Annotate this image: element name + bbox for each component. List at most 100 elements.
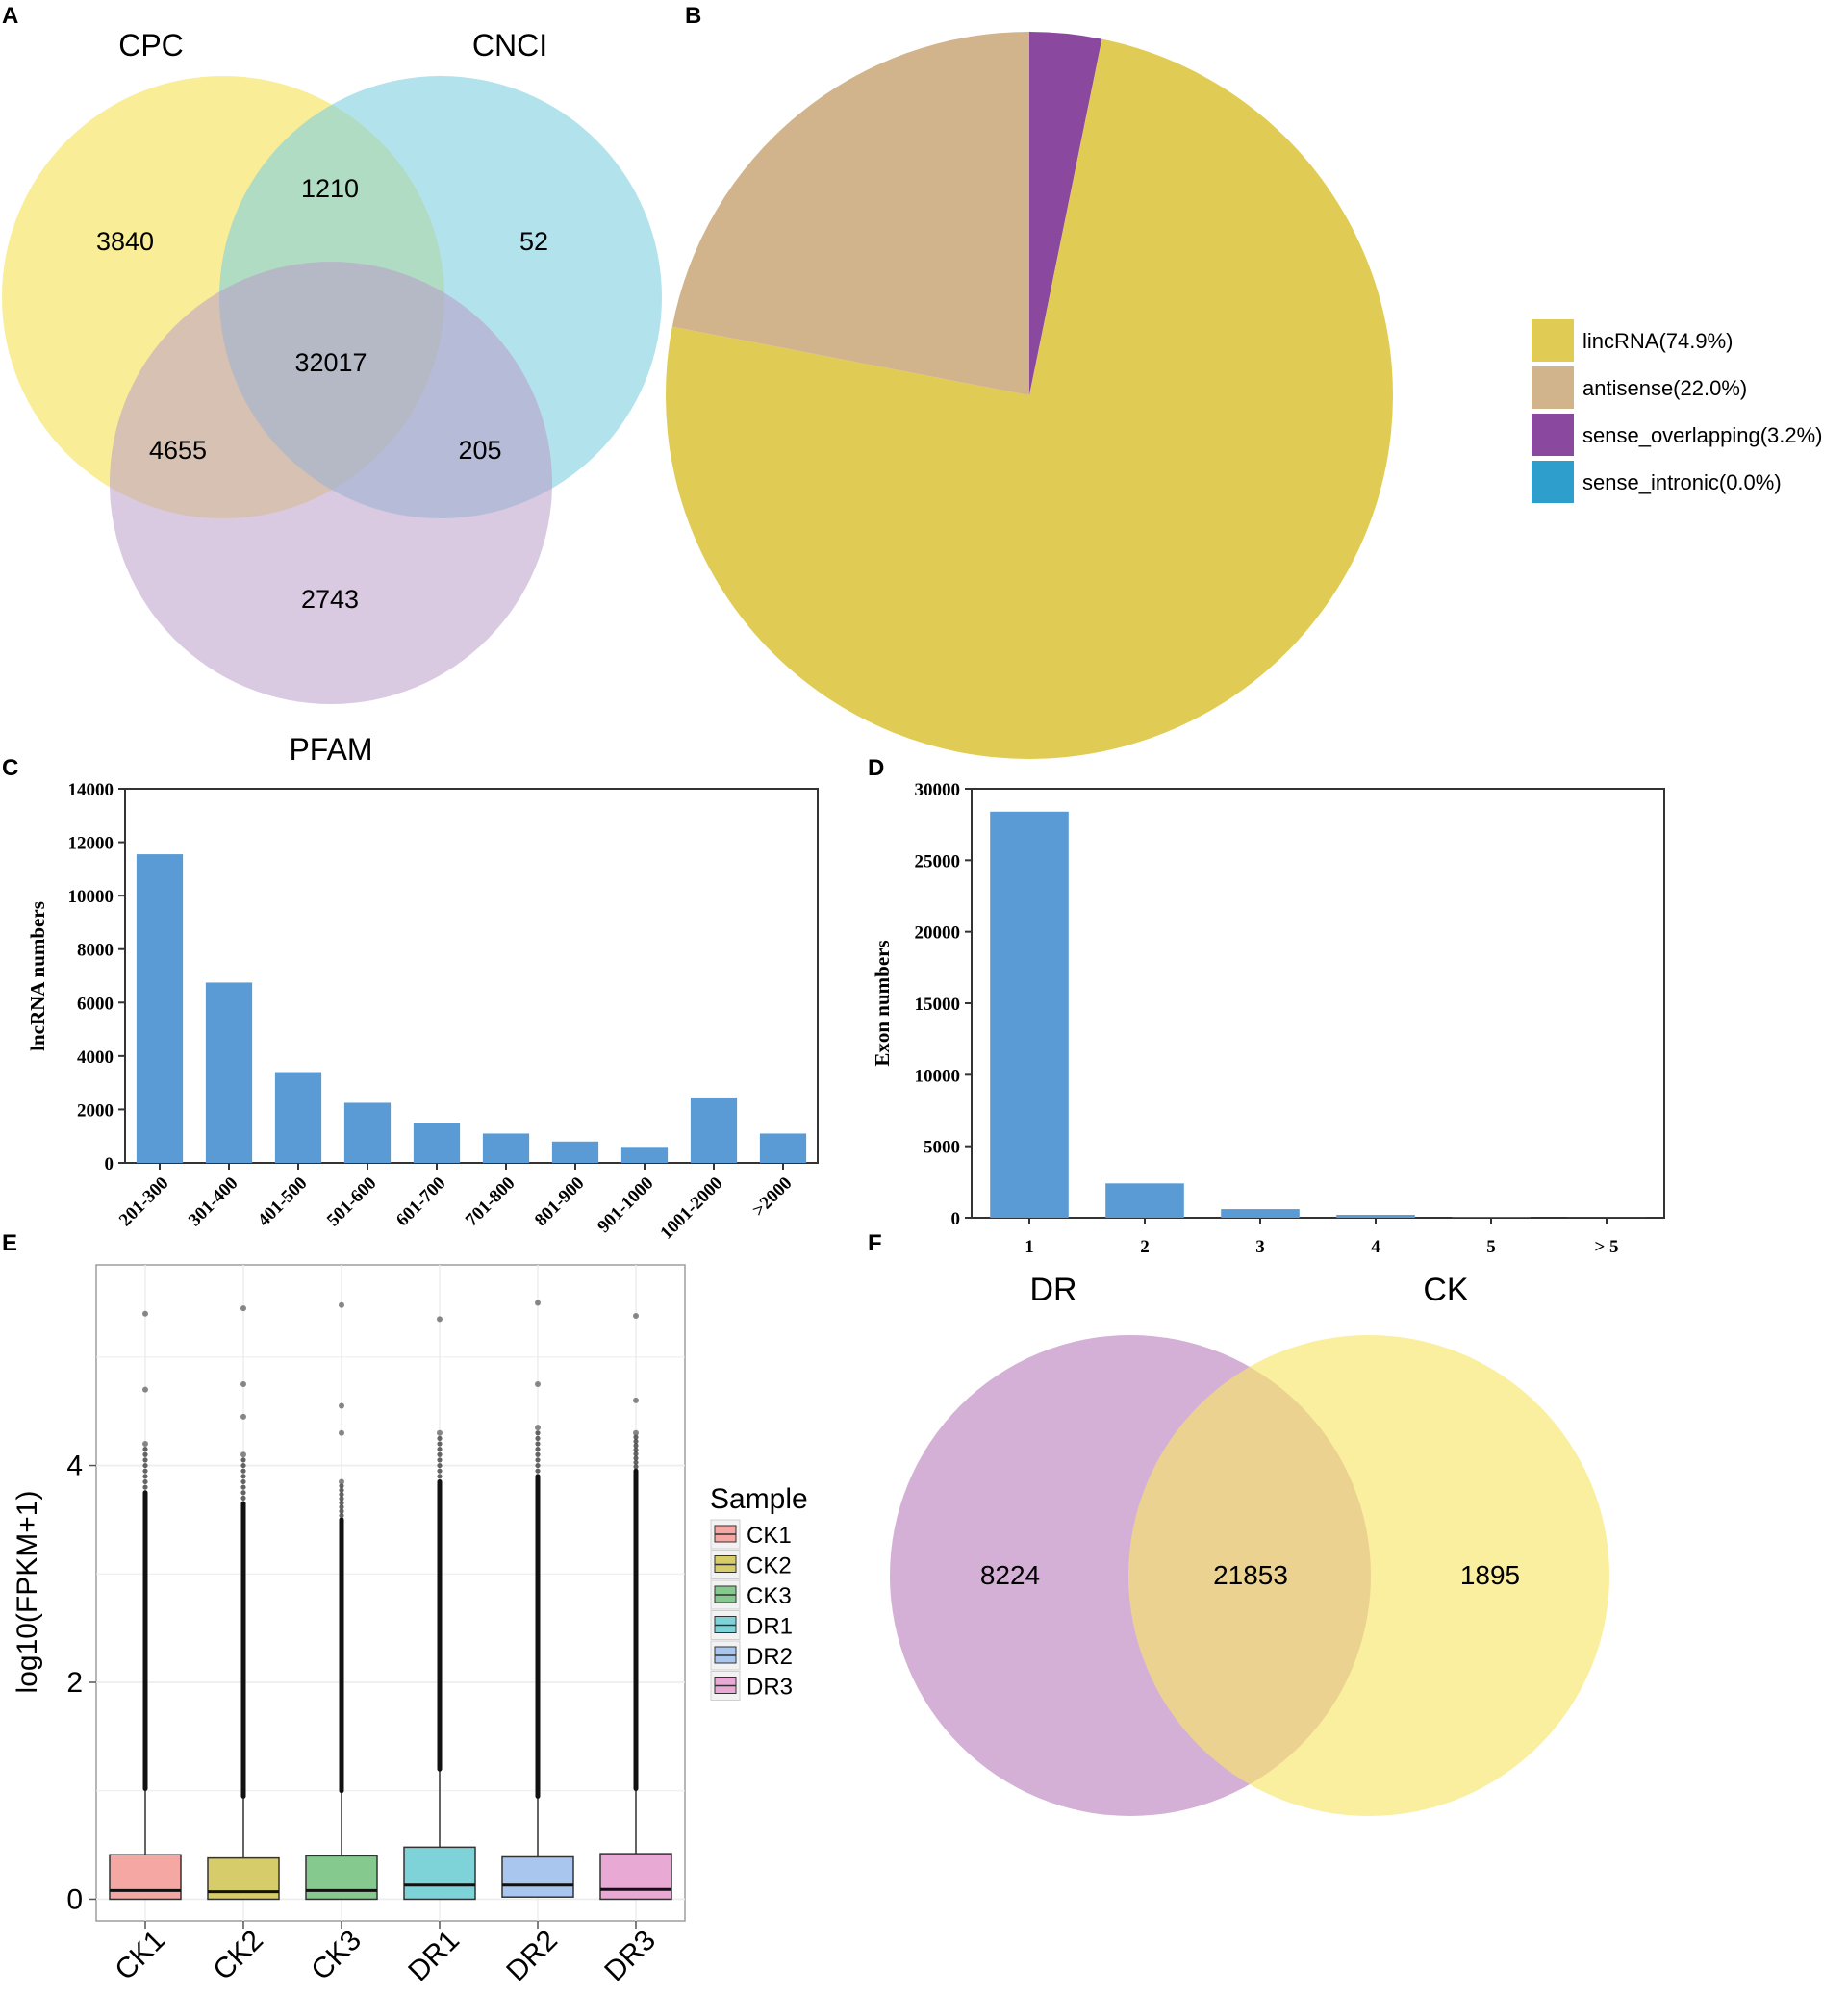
bar-c-bar-1 — [136, 854, 184, 1163]
box-e-outlier-dr2-7 — [535, 1430, 541, 1436]
yticks-d: 0 5000 10000 15000 20000 25000 30000 — [915, 780, 972, 1229]
pie-legend-label-sense-intronic: sense_intronic(0.0%) — [1582, 470, 1782, 494]
box-e-outlier-ck3-7 — [339, 1483, 344, 1489]
box-e-xtick-label-ck1: CK1 — [109, 1925, 171, 1987]
bar-d-bar-1 — [990, 811, 1069, 1218]
box-e-outlier-extreme-dr2-0 — [535, 1425, 541, 1431]
bar-d-ytick-label-0: 0 — [951, 1209, 961, 1229]
box-e-y-axis-label: log10(FPKM+1) — [12, 1491, 43, 1694]
box-e-xtick-label-ck2: CK2 — [207, 1925, 269, 1987]
bar-c-bar-3 — [274, 1072, 322, 1163]
panel-label-c: C — [2, 755, 18, 781]
box-e-outlier-ck2-4 — [240, 1474, 246, 1479]
box-e-outlier-extreme-ck1-2 — [142, 1310, 148, 1317]
venn-a-value-pfam-only: 2743 — [301, 585, 359, 614]
box-e-outlier-ck3-6 — [339, 1487, 344, 1493]
box-e-outlier-ck3-5 — [339, 1492, 344, 1498]
panel-label-a: A — [2, 3, 18, 29]
box-e-outlier-ck2-7 — [240, 1457, 246, 1463]
box-e-outlier-dr2-5 — [535, 1441, 541, 1447]
bars-d — [990, 811, 1646, 1218]
pie-slice-lincRNA — [665, 38, 1393, 759]
box-e-outlier-ck2-1 — [240, 1490, 246, 1496]
bar-c-ytick-label-2: 4000 — [77, 1047, 114, 1068]
bar-c-bar-9 — [690, 1097, 738, 1163]
bar-c-xtick-label-5: 601-700 — [392, 1174, 450, 1231]
venn-f-circle-ck — [1128, 1335, 1609, 1816]
box-e-outlier-extreme-ck2-1 — [240, 1413, 246, 1420]
venn-a-label-cpc: CPC — [118, 28, 184, 63]
bar-c-ytick-label-4: 8000 — [77, 941, 114, 961]
bar-d-ytick-label-4: 20000 — [915, 923, 961, 944]
bar-d-y-axis-label: Exon numbers — [871, 940, 894, 1066]
box-e-outlier-dr2-3 — [535, 1451, 541, 1457]
box-e-outlier-dr1-3 — [437, 1457, 443, 1463]
venn-f-value-dr-only: 8224 — [980, 1560, 1040, 1590]
venn-a-label-pfam: PFAM — [289, 732, 372, 767]
pie-slices — [665, 31, 1393, 759]
box-e-outlier-extreme-ck3-3 — [339, 1301, 344, 1308]
box-e-box-dr3 — [599, 1853, 672, 1901]
box-e-legend-label-ck2: CK2 — [747, 1553, 792, 1579]
venn-a-value-cpc-only: 3840 — [96, 227, 154, 256]
xticks-d: 1 2 3 4 5 > 5 — [1025, 1218, 1619, 1257]
box-e-outlier-ck3-4 — [339, 1496, 344, 1502]
pie-legend-label-lincRNA: lincRNA(74.9%) — [1582, 329, 1734, 353]
box-e-outlier-ck1-6 — [142, 1451, 148, 1457]
pie-b: lincRNA(74.9%) antisense(22.0%) sense_over… — [665, 31, 1823, 759]
box-e-outlier-extreme-ck3-2 — [339, 1402, 344, 1409]
box-e-xtick-label-dr1: DR1 — [402, 1925, 466, 1988]
venn-f-label-dr: DR — [1029, 1272, 1076, 1308]
venn-f: DR CK 8224 21853 1895 — [890, 1272, 1609, 1816]
box-e-outlier-dr3-0 — [633, 1464, 639, 1470]
venn-f-value-shared: 21853 — [1213, 1560, 1288, 1590]
bar-c-ytick-label-6: 12000 — [68, 834, 114, 854]
venn-a-circle-pfam — [110, 262, 552, 704]
venn-a-value-all: 32017 — [294, 348, 367, 377]
bar-d-xtick-label-5: 5 — [1486, 1237, 1496, 1257]
bar-d-ytick-label-5: 25000 — [915, 851, 961, 871]
box-e-outlier-ck3-3 — [339, 1500, 344, 1505]
venn-a: CPC CNCI PFAM 3840 52 1210 32017 4655 20… — [2, 28, 662, 767]
box-e-outlier-ck1-7 — [142, 1447, 148, 1452]
box-e-outlier-ck3-2 — [339, 1504, 344, 1510]
bar-c-y-axis-label: lncRNA numbers — [26, 901, 49, 1051]
box-e-outlier-dr2-4 — [535, 1447, 541, 1452]
panel-label-b: B — [685, 3, 701, 29]
pie-legend-swatch-sense-overlapping — [1532, 414, 1574, 456]
box-e-outlier-dr1-6 — [437, 1441, 443, 1447]
pie-slice-antisense — [671, 31, 1029, 395]
venn-a-label-cnci: CNCI — [472, 28, 547, 63]
venn-a-value-cpc-cnci: 1210 — [301, 174, 359, 203]
bar-c-xtick-label-6: 701-800 — [462, 1174, 519, 1231]
box-e-legend-label-ck1: CK1 — [747, 1523, 792, 1549]
bar-c-ytick-label-0: 0 — [105, 1154, 114, 1174]
box-e-outlier-extreme-dr3-1 — [633, 1397, 639, 1403]
bar-c-ytick-label-3: 6000 — [77, 994, 114, 1014]
boxes-e — [109, 1300, 672, 1901]
box-e-outlier-dr2-2 — [535, 1457, 541, 1463]
bar-c-bar-8 — [620, 1147, 669, 1163]
pie-legend-swatch-antisense — [1532, 366, 1574, 409]
box-e-legend-title: Sample — [710, 1483, 808, 1515]
bar-c-xtick-label-10: >2000 — [748, 1174, 796, 1221]
bar-c-bar-6 — [482, 1133, 530, 1163]
bar-c-ytick-label-1: 2000 — [77, 1100, 114, 1121]
bar-d-bar-4 — [1336, 1215, 1415, 1218]
box-e-outlier-dr3-4 — [633, 1447, 639, 1452]
box-e-outlier-extreme-dr1-0 — [437, 1429, 443, 1436]
box-e-outlier-extreme-dr2-2 — [535, 1300, 541, 1306]
box-e-xtick-label-dr3: DR3 — [598, 1925, 662, 1988]
box-e-outlier-ck2-0 — [240, 1495, 246, 1501]
pie-legend-swatch-sense-intronic — [1532, 461, 1574, 503]
bar-d-ytick-label-3: 15000 — [915, 995, 961, 1015]
panel-label-d: D — [868, 755, 884, 781]
box-e-legend-label-ck3: CK3 — [747, 1583, 792, 1609]
bar-d-bar-3 — [1221, 1209, 1300, 1218]
box-e-outlier-dr3-1 — [633, 1459, 639, 1466]
box-e-ytick-label-1: 2 — [66, 1667, 83, 1699]
box-e-outlier-extreme-ck3-1 — [339, 1429, 344, 1436]
box-e-outlier-dr3-3 — [633, 1451, 639, 1457]
